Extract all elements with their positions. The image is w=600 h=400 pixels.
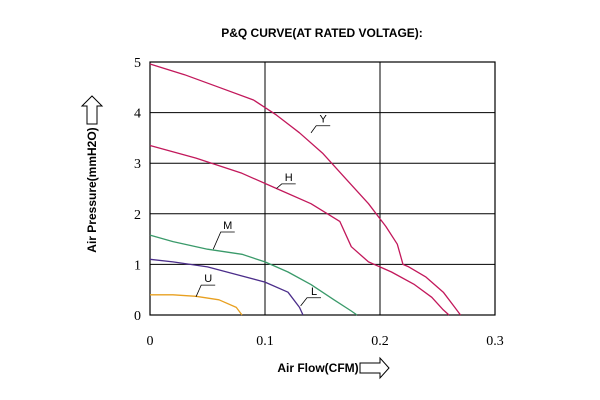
series-leader-y <box>310 125 331 134</box>
y-tick-label: 0 <box>134 309 141 324</box>
series-line-u <box>150 294 243 316</box>
x-tick-labels: 0 0.1 0.2 0.3 <box>147 334 504 349</box>
series-label-y: Y <box>320 114 328 126</box>
y-axis-arrow-icon <box>80 95 104 125</box>
chart-title: P&Q CURVE(AT RATED VOLTAGE): <box>221 26 423 40</box>
series-line-l <box>149 258 304 316</box>
series-leader-l <box>300 297 321 307</box>
y-tick-label: 4 <box>134 107 141 122</box>
x-tick-label: 0.2 <box>371 334 389 349</box>
y-tick-label: 2 <box>134 208 141 223</box>
x-tick-label: 0.1 <box>256 334 274 349</box>
series-label-l: L <box>311 286 317 298</box>
y-axis-label: Air Pressure(mmH2O) <box>85 127 99 252</box>
series-label-h: H <box>285 172 293 184</box>
y-tick-label: 1 <box>134 258 141 273</box>
x-tick-label: 0.3 <box>486 334 504 349</box>
plot-frame <box>149 61 496 316</box>
series-leader-m <box>212 231 235 250</box>
grid <box>150 62 495 315</box>
series-line-y <box>149 63 462 316</box>
series-line-m <box>149 234 358 316</box>
series-lines <box>149 63 462 316</box>
x-tick-label: 0 <box>147 334 154 349</box>
x-axis-arrow-icon <box>359 356 390 380</box>
y-tick-label: 3 <box>134 157 141 172</box>
series-label-m: M <box>223 220 232 232</box>
series-label-u: U <box>204 273 212 285</box>
y-tick-label: 5 <box>134 56 141 71</box>
series-line-h <box>149 144 450 316</box>
series-labels: Y H M L U <box>195 114 331 307</box>
y-tick-labels: 0 1 2 3 4 5 <box>134 56 141 324</box>
series-leader-h <box>276 183 296 189</box>
series-leader-u <box>195 284 216 297</box>
x-axis-label: Air Flow(CFM) <box>277 361 358 375</box>
